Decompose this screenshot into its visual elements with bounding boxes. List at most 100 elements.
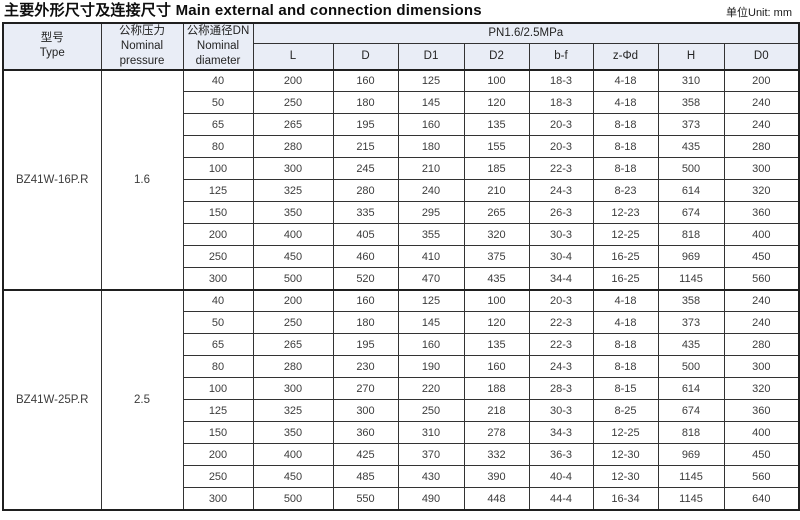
dim-cell: 44-4 — [528, 487, 594, 511]
type-cell: BZ41W-16P.R — [2, 68, 102, 291]
dim-cell: 250 — [252, 91, 334, 115]
dim-cell: 430 — [397, 465, 465, 489]
dn-cell: 150 — [182, 201, 254, 225]
dim-cell: 370 — [397, 443, 465, 467]
dim-cell: 470 — [397, 267, 465, 291]
dim-cell: 325 — [252, 179, 334, 203]
dim-cell: 332 — [463, 443, 530, 467]
dim-cell: 18-3 — [528, 68, 594, 93]
dim-cell: 490 — [397, 487, 465, 511]
dim-cell: 400 — [723, 223, 800, 247]
dim-cell: 265 — [252, 113, 334, 137]
header-row-1: 型号 Type 公称压力 Nominal pressure 公称通径DN Nom… — [2, 22, 800, 71]
dim-cell: 280 — [252, 355, 334, 379]
dim-cell: 240 — [723, 113, 800, 137]
dim-cell: 250 — [397, 399, 465, 423]
dim-cell: 125 — [397, 288, 465, 313]
table-row: 65 265 195 160 135 20-3 8-18 373 240 — [3, 113, 800, 137]
table-row: 300 500 520 470 435 34-4 16-25 1145 560 — [3, 267, 800, 291]
dim-cell: 1145 — [657, 487, 725, 511]
dim-cell: 550 — [332, 487, 399, 511]
dim-cell: 500 — [657, 355, 725, 379]
dim-cell: 24-3 — [528, 179, 594, 203]
unit-label: 单位Unit: mm — [726, 7, 792, 19]
dim-cell: 1145 — [657, 465, 725, 489]
dn-cell: 80 — [182, 355, 254, 379]
dim-cell: 1145 — [657, 267, 725, 291]
dim-cell: 358 — [657, 91, 725, 115]
dim-cell: 160 — [463, 355, 530, 379]
dim-cell: 350 — [252, 421, 334, 445]
dim-cell: 500 — [252, 487, 334, 511]
dim-cell: 450 — [252, 245, 334, 269]
dim-cell: 320 — [723, 179, 800, 203]
dim-cell: 215 — [332, 135, 399, 159]
table-row: 250 450 460 410 375 30-4 16-25 969 450 — [3, 245, 800, 269]
dn-cell: 125 — [182, 399, 254, 423]
dim-cell: 185 — [463, 157, 530, 181]
dn-cell: 50 — [182, 91, 254, 115]
dim-cell: 30-4 — [528, 245, 594, 269]
dim-cell: 40-4 — [528, 465, 594, 489]
dim-cell: 20-3 — [528, 113, 594, 137]
table-row: 200 400 425 370 332 36-3 12-30 969 450 — [3, 443, 800, 467]
dim-cell: 26-3 — [528, 201, 594, 225]
dim-cell: 300 — [252, 157, 334, 181]
dn-cell: 80 — [182, 135, 254, 159]
dim-cell: 22-3 — [528, 311, 594, 335]
dim-cell: 405 — [332, 223, 399, 247]
dim-cell: 400 — [252, 223, 334, 247]
dim-cell: 195 — [332, 113, 399, 137]
dim-cell: 30-3 — [528, 399, 594, 423]
dim-cell: 34-3 — [528, 421, 594, 445]
dim-cell: 375 — [463, 245, 530, 269]
dim-cell: 120 — [463, 311, 530, 335]
dim-cell: 400 — [723, 421, 800, 445]
table-row: 50 250 180 145 120 22-3 4-18 373 240 — [3, 311, 800, 335]
dim-cell: 180 — [397, 135, 465, 159]
dim-cell: 155 — [463, 135, 530, 159]
page-title: 主要外形尺寸及连接尺寸 Main external and connection… — [4, 2, 482, 19]
dn-cell: 300 — [182, 267, 254, 291]
dim-cell: 8-18 — [592, 333, 659, 357]
dim-cell: 210 — [463, 179, 530, 203]
dim-cell: 355 — [397, 223, 465, 247]
dim-cell: 135 — [463, 113, 530, 137]
dim-cell: 270 — [332, 377, 399, 401]
dn-cell: 150 — [182, 421, 254, 445]
col-header-diameter: 公称通径DN Nominal diameter — [182, 22, 254, 71]
dim-cell: 560 — [723, 267, 800, 291]
dim-cell: 4-18 — [592, 68, 659, 93]
dim-cell: 358 — [657, 288, 725, 313]
dim-cell: 180 — [332, 311, 399, 335]
col-header-D1: D1 — [397, 43, 465, 71]
dim-cell: 230 — [332, 355, 399, 379]
dim-cell: 12-30 — [592, 465, 659, 489]
table-row: 200 400 405 355 320 30-3 12-25 818 400 — [3, 223, 800, 247]
dim-cell: 8-18 — [592, 157, 659, 181]
dim-cell: 360 — [723, 399, 800, 423]
dim-cell: 190 — [397, 355, 465, 379]
dim-cell: 145 — [397, 91, 465, 115]
dim-cell: 160 — [332, 288, 399, 313]
dim-cell: 20-3 — [528, 288, 594, 313]
dim-cell: 485 — [332, 465, 399, 489]
dim-cell: 8-23 — [592, 179, 659, 203]
table-row: BZ41W-25P.R 2.5 40 200 160 125 100 20-3 4-18 358 2… — [2, 288, 800, 511]
dim-cell: 22-3 — [528, 157, 594, 181]
dim-cell: 674 — [657, 201, 725, 225]
dim-cell: 180 — [332, 91, 399, 115]
table-row: 65 265 195 160 135 22-3 8-18 435 280 — [3, 333, 800, 357]
dim-cell: 300 — [252, 377, 334, 401]
dim-cell: 12-25 — [592, 223, 659, 247]
dn-cell: 40 — [182, 288, 254, 313]
dim-cell: 435 — [657, 333, 725, 357]
dim-cell: 24-3 — [528, 355, 594, 379]
dim-cell: 8-18 — [592, 135, 659, 159]
table-row: 80 280 230 190 160 24-3 8-18 500 300 — [3, 355, 800, 379]
dim-cell: 160 — [332, 68, 399, 93]
dim-cell: 240 — [723, 91, 800, 115]
dim-cell: 4-18 — [592, 288, 659, 313]
dn-cell: 40 — [182, 68, 254, 93]
dn-cell: 50 — [182, 311, 254, 335]
